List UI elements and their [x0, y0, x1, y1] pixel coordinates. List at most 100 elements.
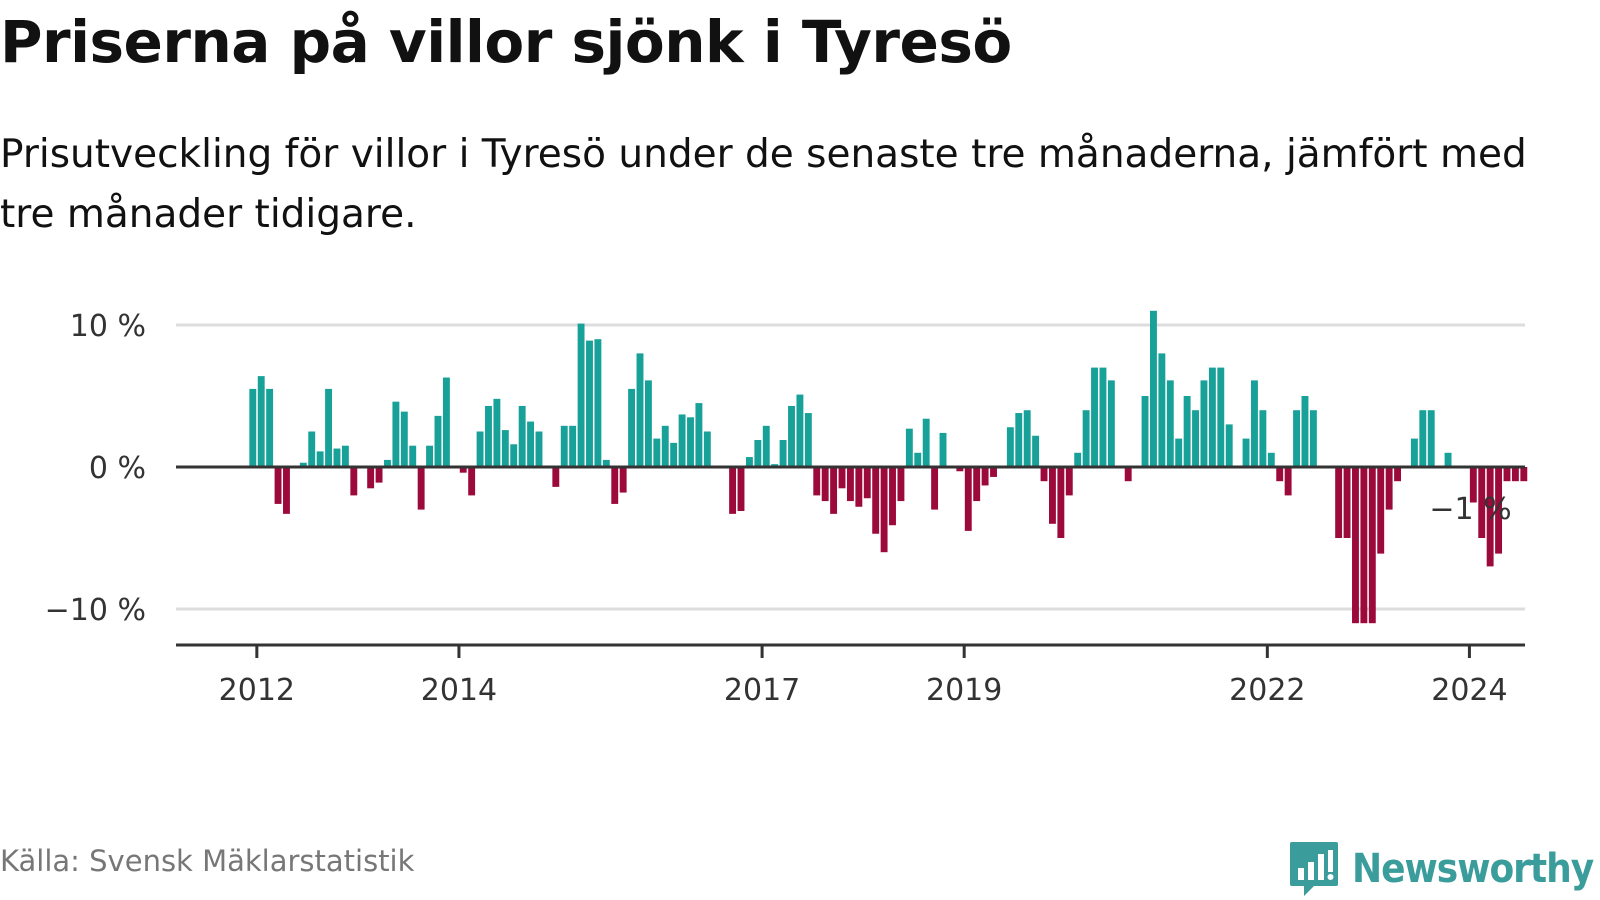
bar: [846, 467, 854, 502]
bar: [510, 444, 518, 467]
bar: [611, 467, 619, 504]
value-annotation: −1 %: [1429, 492, 1511, 527]
bar: [1410, 438, 1418, 467]
bar: [796, 394, 804, 467]
bar: [838, 467, 846, 489]
bar: [762, 425, 770, 467]
bar: [990, 467, 997, 477]
bar: [729, 467, 737, 514]
bar: [703, 431, 711, 467]
bar-chart: 10 % 0 % −10 % 2012 2014 2017 2019 2022 2024 −1 %: [45, 309, 1528, 708]
bar: [459, 467, 467, 473]
bar: [1377, 467, 1385, 554]
bar: [1242, 438, 1250, 467]
bar: [914, 452, 922, 467]
bar: [956, 467, 964, 472]
bar: [1478, 467, 1486, 538]
y-tick-label: 10 %: [70, 309, 146, 344]
bar: [821, 467, 829, 502]
bar: [1520, 467, 1528, 482]
bar: [594, 339, 602, 467]
bar: [1082, 410, 1090, 467]
bar: [670, 442, 678, 467]
bar: [973, 467, 981, 502]
bar: [1486, 467, 1494, 567]
bar: [1495, 467, 1503, 554]
bar: [1192, 410, 1199, 467]
bar: [266, 388, 274, 467]
bar: [1444, 452, 1452, 467]
bar: [1015, 413, 1023, 467]
bar: [1259, 410, 1267, 467]
bar: [695, 403, 703, 467]
bar: [628, 388, 636, 467]
bar: [939, 432, 947, 467]
bar: [560, 425, 568, 467]
bar: [468, 467, 476, 496]
bar: [1091, 367, 1098, 467]
bar: [274, 467, 282, 504]
bar: [527, 421, 535, 467]
bar: [409, 445, 417, 467]
bar: [981, 467, 989, 486]
bar: [1368, 467, 1376, 624]
bar: [636, 353, 644, 467]
bar: [1419, 410, 1427, 467]
x-tick-label: 2017: [724, 673, 800, 708]
bar: [1074, 452, 1082, 467]
chart-subtitle: Prisutveckling för villor i Tyresö under…: [0, 132, 1527, 237]
bar: [1511, 467, 1519, 482]
bar: [249, 388, 257, 467]
bar: [426, 445, 434, 467]
bar: [1309, 410, 1317, 467]
bar: [1175, 438, 1183, 467]
bar: [813, 467, 821, 496]
bar: [1217, 367, 1225, 467]
bar: [804, 413, 812, 467]
bar: [1352, 467, 1359, 624]
bar: [341, 445, 349, 467]
bar: [872, 467, 880, 534]
bar: [1166, 380, 1174, 467]
bar: [367, 467, 375, 489]
bar: [501, 430, 509, 467]
bar: [779, 440, 787, 467]
bar: [316, 451, 324, 467]
bar: [1469, 467, 1477, 503]
bar: [1301, 396, 1309, 467]
bar: [1023, 410, 1031, 467]
bar: [384, 459, 391, 467]
bar: [1343, 467, 1351, 538]
bar: [602, 459, 610, 467]
bar: [518, 405, 526, 467]
bar: [493, 398, 501, 467]
newsworthy-logo: Newsworthy: [1288, 840, 1594, 898]
bar: [653, 438, 661, 467]
bar: [485, 405, 492, 467]
bar: [1394, 467, 1402, 482]
bar: [788, 405, 795, 467]
bar: [476, 431, 484, 467]
bar: [1150, 310, 1157, 467]
labels-layer: 10 % 0 % −10 % 2012 2014 2017 2019 2022 2024 −1 %: [45, 309, 1512, 708]
bar: [754, 440, 762, 467]
bar: [678, 414, 686, 467]
bar: [325, 388, 333, 467]
bar: [1385, 467, 1393, 510]
bar: [333, 448, 341, 467]
bar: [417, 467, 425, 510]
bar: [1208, 367, 1216, 467]
bar: [257, 376, 265, 467]
x-tick-label: 2019: [926, 673, 1002, 708]
bar: [1006, 427, 1014, 467]
bar: [434, 415, 442, 467]
bar: [905, 428, 913, 467]
x-tick-label: 2022: [1229, 673, 1305, 708]
bar: [1099, 367, 1107, 467]
bar: [299, 462, 307, 467]
grid-layer: [176, 323, 1525, 611]
bar: [863, 467, 871, 499]
bar: [1048, 467, 1056, 524]
x-tick-label: 2014: [421, 673, 497, 708]
newsworthy-logo-icon: [1290, 842, 1338, 896]
